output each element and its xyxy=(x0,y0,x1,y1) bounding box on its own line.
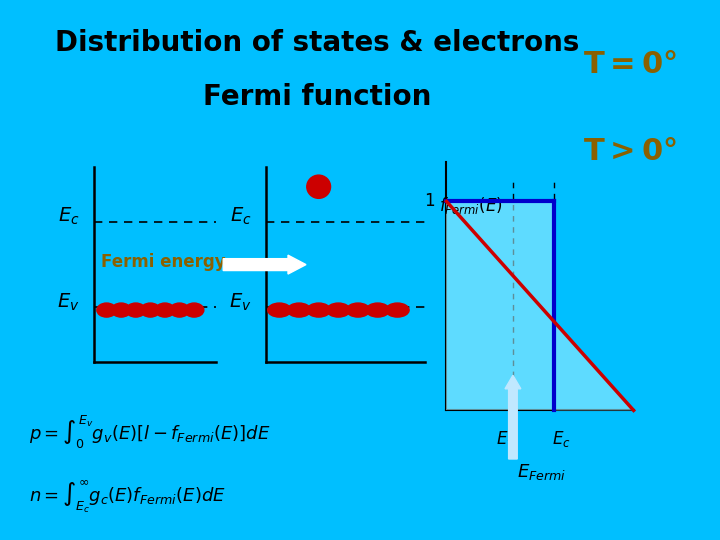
Ellipse shape xyxy=(307,303,330,317)
Text: $E_c$: $E_c$ xyxy=(552,429,571,449)
Ellipse shape xyxy=(386,303,409,317)
Ellipse shape xyxy=(140,303,160,317)
Text: $1$: $1$ xyxy=(425,192,436,210)
Ellipse shape xyxy=(366,303,390,317)
Polygon shape xyxy=(446,201,554,410)
FancyArrow shape xyxy=(505,375,521,459)
Text: Fermi energy: Fermi energy xyxy=(101,253,225,271)
FancyArrow shape xyxy=(223,255,306,274)
Ellipse shape xyxy=(156,303,175,317)
Polygon shape xyxy=(554,322,634,410)
Text: $E_v$: $E_v$ xyxy=(230,291,252,313)
Ellipse shape xyxy=(287,303,311,317)
Text: $E_c$: $E_c$ xyxy=(230,206,252,227)
Text: $p = \int_0^{E_v} g_v(E)[l - f_{Fermi}(E)]dE$: $p = \int_0^{E_v} g_v(E)[l - f_{Fermi}(E… xyxy=(29,414,271,450)
Text: $E_v$: $E_v$ xyxy=(57,291,79,313)
Ellipse shape xyxy=(307,175,330,198)
Ellipse shape xyxy=(96,303,116,317)
Text: $n = \int_{E_c}^{\infty} g_c(E) f_{Fermi}(E)dE$: $n = \int_{E_c}^{\infty} g_c(E) f_{Fermi… xyxy=(29,478,225,515)
Ellipse shape xyxy=(170,303,189,317)
Ellipse shape xyxy=(184,303,204,317)
Text: $\mathbf{T = 0°}$: $\mathbf{T = 0°}$ xyxy=(583,50,677,79)
Ellipse shape xyxy=(126,303,145,317)
Text: $f_{Fermi}(E)$: $f_{Fermi}(E)$ xyxy=(439,195,503,216)
Ellipse shape xyxy=(268,303,291,317)
Text: $\mathbf{T > 0°}$: $\mathbf{T > 0°}$ xyxy=(583,137,677,166)
Text: Fermi function: Fermi function xyxy=(202,83,431,111)
Text: Distribution of states & electrons: Distribution of states & electrons xyxy=(55,29,579,57)
Text: $E_v$: $E_v$ xyxy=(496,429,516,449)
Text: $E_{Fermi}$: $E_{Fermi}$ xyxy=(517,462,567,482)
Text: $E_c$: $E_c$ xyxy=(58,206,79,227)
Ellipse shape xyxy=(112,303,131,317)
Ellipse shape xyxy=(346,303,370,317)
Ellipse shape xyxy=(327,303,350,317)
